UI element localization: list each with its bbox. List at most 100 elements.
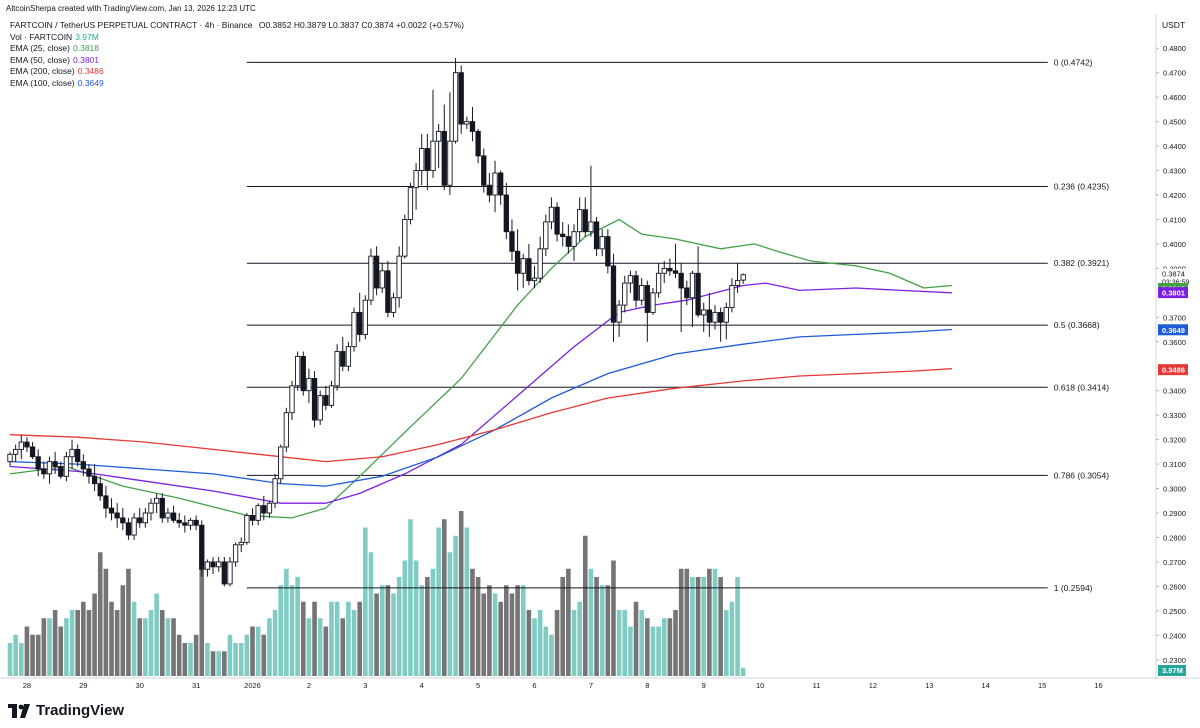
candle[interactable] bbox=[63, 451, 70, 482]
candle[interactable] bbox=[294, 351, 301, 391]
candle[interactable] bbox=[283, 407, 290, 452]
candle[interactable] bbox=[306, 368, 312, 403]
candle[interactable] bbox=[740, 273, 746, 284]
candle[interactable] bbox=[717, 307, 724, 342]
candle[interactable] bbox=[537, 236, 543, 284]
candle[interactable] bbox=[413, 163, 419, 210]
candle[interactable] bbox=[80, 454, 86, 477]
candle[interactable] bbox=[153, 493, 160, 513]
candle[interactable] bbox=[396, 246, 402, 308]
candle[interactable] bbox=[543, 214, 549, 257]
candle[interactable] bbox=[531, 265, 538, 288]
candle[interactable] bbox=[210, 557, 216, 575]
candle[interactable] bbox=[334, 344, 340, 391]
candle[interactable] bbox=[328, 380, 335, 408]
candle[interactable] bbox=[452, 58, 459, 144]
candle[interactable] bbox=[503, 182, 509, 240]
candle[interactable] bbox=[266, 500, 273, 518]
candle[interactable] bbox=[300, 351, 306, 396]
candle[interactable] bbox=[165, 508, 171, 523]
candle[interactable] bbox=[424, 133, 431, 191]
candle[interactable] bbox=[469, 106, 476, 142]
candle[interactable] bbox=[75, 444, 81, 467]
candle[interactable] bbox=[86, 464, 92, 484]
candle[interactable] bbox=[610, 253, 617, 342]
candle[interactable] bbox=[639, 278, 645, 306]
candle[interactable] bbox=[407, 182, 414, 225]
candle[interactable] bbox=[582, 197, 588, 237]
candle[interactable] bbox=[622, 275, 628, 313]
candle[interactable] bbox=[712, 305, 718, 330]
candle[interactable] bbox=[351, 307, 357, 352]
candle[interactable] bbox=[734, 263, 741, 293]
candle[interactable] bbox=[58, 461, 64, 479]
candle[interactable] bbox=[441, 104, 447, 191]
candle[interactable] bbox=[447, 92, 453, 195]
candle[interactable] bbox=[199, 520, 205, 577]
candle[interactable] bbox=[588, 165, 594, 237]
candle[interactable] bbox=[464, 116, 470, 129]
candle[interactable] bbox=[650, 287, 656, 315]
candle[interactable] bbox=[498, 170, 504, 205]
candle[interactable] bbox=[560, 221, 566, 247]
candle[interactable] bbox=[689, 270, 696, 328]
candle[interactable] bbox=[97, 476, 103, 501]
candle[interactable] bbox=[46, 456, 53, 484]
candle[interactable] bbox=[114, 503, 120, 528]
candle[interactable] bbox=[238, 537, 244, 553]
candle[interactable] bbox=[684, 280, 690, 306]
candle[interactable] bbox=[627, 270, 634, 293]
candle[interactable] bbox=[255, 503, 261, 526]
candle[interactable] bbox=[317, 390, 323, 425]
candle[interactable] bbox=[672, 243, 679, 279]
candle[interactable] bbox=[7, 451, 13, 467]
candle[interactable] bbox=[667, 258, 673, 276]
candle[interactable] bbox=[323, 385, 329, 411]
candle[interactable] bbox=[554, 202, 560, 242]
candle[interactable] bbox=[29, 442, 36, 460]
tradingview-logo[interactable]: TradingView bbox=[8, 702, 124, 719]
candle[interactable] bbox=[723, 302, 729, 340]
candle[interactable] bbox=[108, 498, 115, 521]
candle[interactable] bbox=[548, 197, 555, 230]
candle[interactable] bbox=[435, 124, 442, 169]
candle[interactable] bbox=[142, 508, 149, 528]
candle[interactable] bbox=[227, 557, 233, 587]
candle[interactable] bbox=[91, 464, 98, 491]
candle[interactable] bbox=[644, 280, 650, 342]
candle[interactable] bbox=[655, 263, 662, 298]
candle[interactable] bbox=[430, 89, 436, 178]
candle[interactable] bbox=[272, 473, 278, 509]
candle[interactable] bbox=[695, 246, 701, 318]
candle[interactable] bbox=[170, 505, 177, 523]
candle[interactable] bbox=[458, 65, 464, 134]
indicator-row[interactable]: Vol · FARTCOIN 3.97M bbox=[10, 32, 464, 44]
candle[interactable] bbox=[379, 263, 385, 293]
indicator-row[interactable]: EMA (100, close) 0.3649 bbox=[10, 78, 464, 90]
candle[interactable] bbox=[35, 449, 41, 477]
candle[interactable] bbox=[216, 557, 222, 572]
candle[interactable] bbox=[261, 495, 267, 521]
candle[interactable] bbox=[357, 292, 363, 342]
candle[interactable] bbox=[131, 513, 137, 540]
candle[interactable] bbox=[221, 557, 227, 587]
candle[interactable] bbox=[475, 128, 481, 164]
candle[interactable] bbox=[182, 515, 188, 533]
candle[interactable] bbox=[661, 261, 667, 284]
candle[interactable] bbox=[18, 434, 24, 460]
candle[interactable] bbox=[362, 295, 368, 340]
candle[interactable] bbox=[565, 224, 572, 254]
candle[interactable] bbox=[176, 513, 182, 528]
candle[interactable] bbox=[289, 380, 295, 421]
candle[interactable] bbox=[701, 302, 707, 332]
candle[interactable] bbox=[137, 508, 143, 528]
candle[interactable] bbox=[514, 229, 521, 291]
candle[interactable] bbox=[599, 229, 605, 257]
candle[interactable] bbox=[193, 515, 199, 531]
candle[interactable] bbox=[633, 270, 639, 308]
candle[interactable] bbox=[605, 229, 611, 274]
candle[interactable] bbox=[526, 243, 532, 286]
candle[interactable] bbox=[311, 371, 318, 428]
indicator-row[interactable]: EMA (200, close) 0.3486 bbox=[10, 66, 464, 78]
